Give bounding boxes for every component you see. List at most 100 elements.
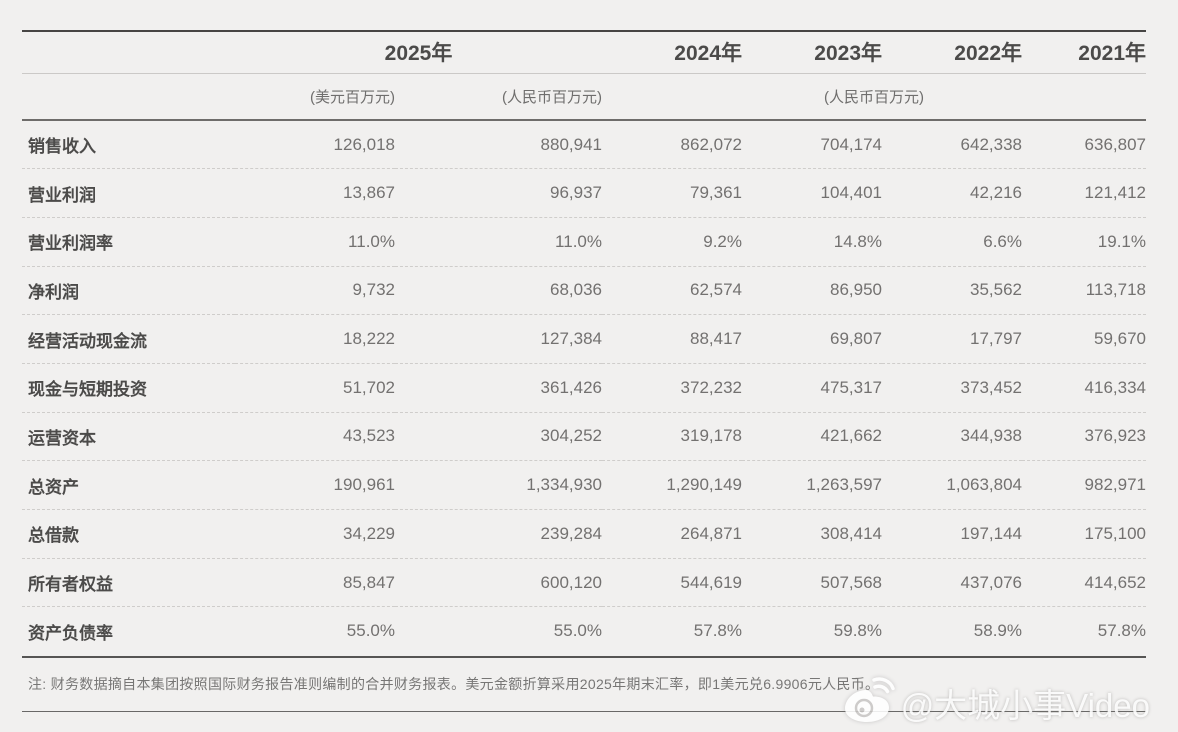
row-label: 经营活动现金流	[22, 314, 235, 364]
cell-value: 11.0%	[395, 216, 602, 267]
cell-value: 69,807	[742, 314, 882, 364]
table-row-cash-short-term-investments: 现金与短期投资 51,702 361,426 372,232 475,317 3…	[22, 362, 1146, 413]
cell-value: 55.0%	[235, 606, 395, 656]
cell-value: 96,937	[395, 168, 602, 218]
row-label: 总借款	[22, 509, 235, 559]
cell-value: 190,961	[235, 460, 395, 510]
table-row-working-capital: 运营资本 43,523 304,252 319,178 421,662 344,…	[22, 411, 1146, 461]
cell-value: 127,384	[395, 314, 602, 364]
cell-value: 642,338	[960, 134, 1022, 154]
table-row-operating-profit: 营业利润 13,867 96,937 79,361 104,401 42,216…	[22, 168, 1146, 218]
cell-value: 361,426	[395, 362, 602, 413]
cell-value: 373,452	[882, 362, 1022, 413]
cell-value: 308,414	[742, 509, 882, 559]
row-label: 所有者权益	[22, 557, 235, 607]
cell-value: 113,718	[1022, 265, 1146, 315]
cell-value: 42,216	[882, 168, 1022, 218]
cell-value: 59.8%	[742, 606, 882, 656]
cell-value: 58.9%	[882, 606, 1022, 656]
cell-value: 11.0%	[235, 216, 395, 267]
cell-value: 376,923	[1022, 411, 1146, 461]
table-row-sales-revenue: 销售收入 126,018 880,941 862,072 704,174 642…	[22, 120, 1146, 169]
row-label: 现金与短期投资	[22, 362, 235, 413]
row-label: 净利润	[22, 265, 235, 315]
cell-value: 475,317	[742, 362, 882, 413]
cell-value: 421,662	[742, 411, 882, 461]
unit-rmb-2025-label: (人民币百万元)	[395, 73, 602, 121]
year-header-row: 2025年 2024年 2023年 2022年 2021年	[22, 31, 1146, 74]
cell-value: 1,063,804	[882, 460, 1022, 510]
cell-value: 264,871	[602, 509, 742, 559]
table-row-operating-margin: 营业利润率 11.0% 11.0% 9.2% 14.8% 6.6% 19.1%	[22, 216, 1146, 267]
cell-value: 68,036	[395, 265, 602, 315]
cell-value: 121,412	[1022, 168, 1146, 218]
empty-corner-cell	[22, 31, 235, 74]
row-label: 营业利润率	[22, 216, 235, 267]
table-row-net-profit: 净利润 9,732 68,036 62,574 86,950 35,562 11…	[22, 265, 1146, 315]
financial-table: 2025年 2024年 2023年 2022年 2021年 (美元百万元) (人…	[22, 30, 1146, 656]
cell-value: 319,178	[602, 411, 742, 461]
cell-value: 507,568	[742, 557, 882, 607]
empty-unit-cell	[22, 73, 235, 121]
cell-value: 636,807	[1084, 134, 1146, 154]
cell-value: 85,847	[235, 557, 395, 607]
cell-value: 55.0%	[395, 606, 602, 656]
row-label: 营业利润	[22, 168, 235, 218]
cell-value: 344,938	[882, 411, 1022, 461]
cell-value: 1,334,930	[395, 460, 602, 510]
cell-value: 372,232	[602, 362, 742, 413]
cell-value: 175,100	[1022, 509, 1146, 559]
cell-value: 104,401	[742, 168, 882, 218]
year-2024-header: 2024年	[602, 31, 742, 74]
cell-value: 14.8%	[742, 216, 882, 267]
cell-value: 544,619	[602, 557, 742, 607]
year-2022-header: 2022年	[882, 31, 1022, 74]
unit-usd-label: (美元百万元)	[235, 73, 395, 121]
cell-value: 57.8%	[602, 606, 742, 656]
cell-value: 9,732	[235, 265, 395, 315]
row-label: 运营资本	[22, 411, 235, 461]
cell-value: 13,867	[235, 168, 395, 218]
cell-value: 88,417	[602, 314, 742, 364]
cell-value: 1,263,597	[742, 460, 882, 510]
row-label: 总资产	[22, 460, 235, 510]
cell-value: 437,076	[882, 557, 1022, 607]
cell-value: 197,144	[882, 509, 1022, 559]
cell-value: 862,072	[680, 134, 742, 154]
cell-value: 1,290,149	[602, 460, 742, 510]
row-label: 资产负债率	[22, 606, 235, 656]
cell-value: 600,120	[395, 557, 602, 607]
cell-value: 126,018	[333, 134, 395, 154]
cell-value: 18,222	[235, 314, 395, 364]
cell-value: 86,950	[742, 265, 882, 315]
cell-value: 6.6%	[882, 216, 1022, 267]
table-row-owners-equity: 所有者权益 85,847 600,120 544,619 507,568 437…	[22, 557, 1146, 607]
table-row-total-borrowings: 总借款 34,229 239,284 264,871 308,414 197,1…	[22, 509, 1146, 559]
cell-value: 59,670	[1022, 314, 1146, 364]
cell-value: 43,523	[235, 411, 395, 461]
cell-value: 304,252	[395, 411, 602, 461]
unit-header-row: (美元百万元) (人民币百万元) (人民币百万元)	[22, 73, 1146, 121]
unit-rmb-prior-label: (人民币百万元)	[602, 73, 1146, 121]
year-2023-header: 2023年	[742, 31, 882, 74]
row-label: 销售收入	[28, 137, 96, 157]
cell-value: 62,574	[602, 265, 742, 315]
footnote: 注: 财务数据摘自本集团按照国际财务报告准则编制的合并财务报表。美元金额折算采用…	[22, 655, 1146, 712]
cell-value: 17,797	[882, 314, 1022, 364]
cell-value: 9.2%	[602, 216, 742, 267]
cell-value: 35,562	[882, 265, 1022, 315]
cell-value: 57.8%	[1022, 606, 1146, 656]
cell-value: 79,361	[602, 168, 742, 218]
cell-value: 19.1%	[1022, 216, 1146, 267]
table-row-debt-to-asset-ratio: 资产负债率 55.0% 55.0% 57.8% 59.8% 58.9% 57.8…	[22, 606, 1146, 656]
table-row-total-assets: 总资产 190,961 1,334,930 1,290,149 1,263,59…	[22, 460, 1146, 510]
year-2021-header: 2021年	[1022, 31, 1146, 74]
cell-value: 239,284	[395, 509, 602, 559]
cell-value: 414,652	[1022, 557, 1146, 607]
table-row-operating-cash-flow: 经营活动现金流 18,222 127,384 88,417 69,807 17,…	[22, 314, 1146, 364]
cell-value: 34,229	[235, 509, 395, 559]
cell-value: 982,971	[1022, 460, 1146, 510]
year-2025-header: 2025年	[235, 31, 602, 74]
cell-value: 51,702	[235, 362, 395, 413]
cell-value: 704,174	[820, 134, 882, 154]
